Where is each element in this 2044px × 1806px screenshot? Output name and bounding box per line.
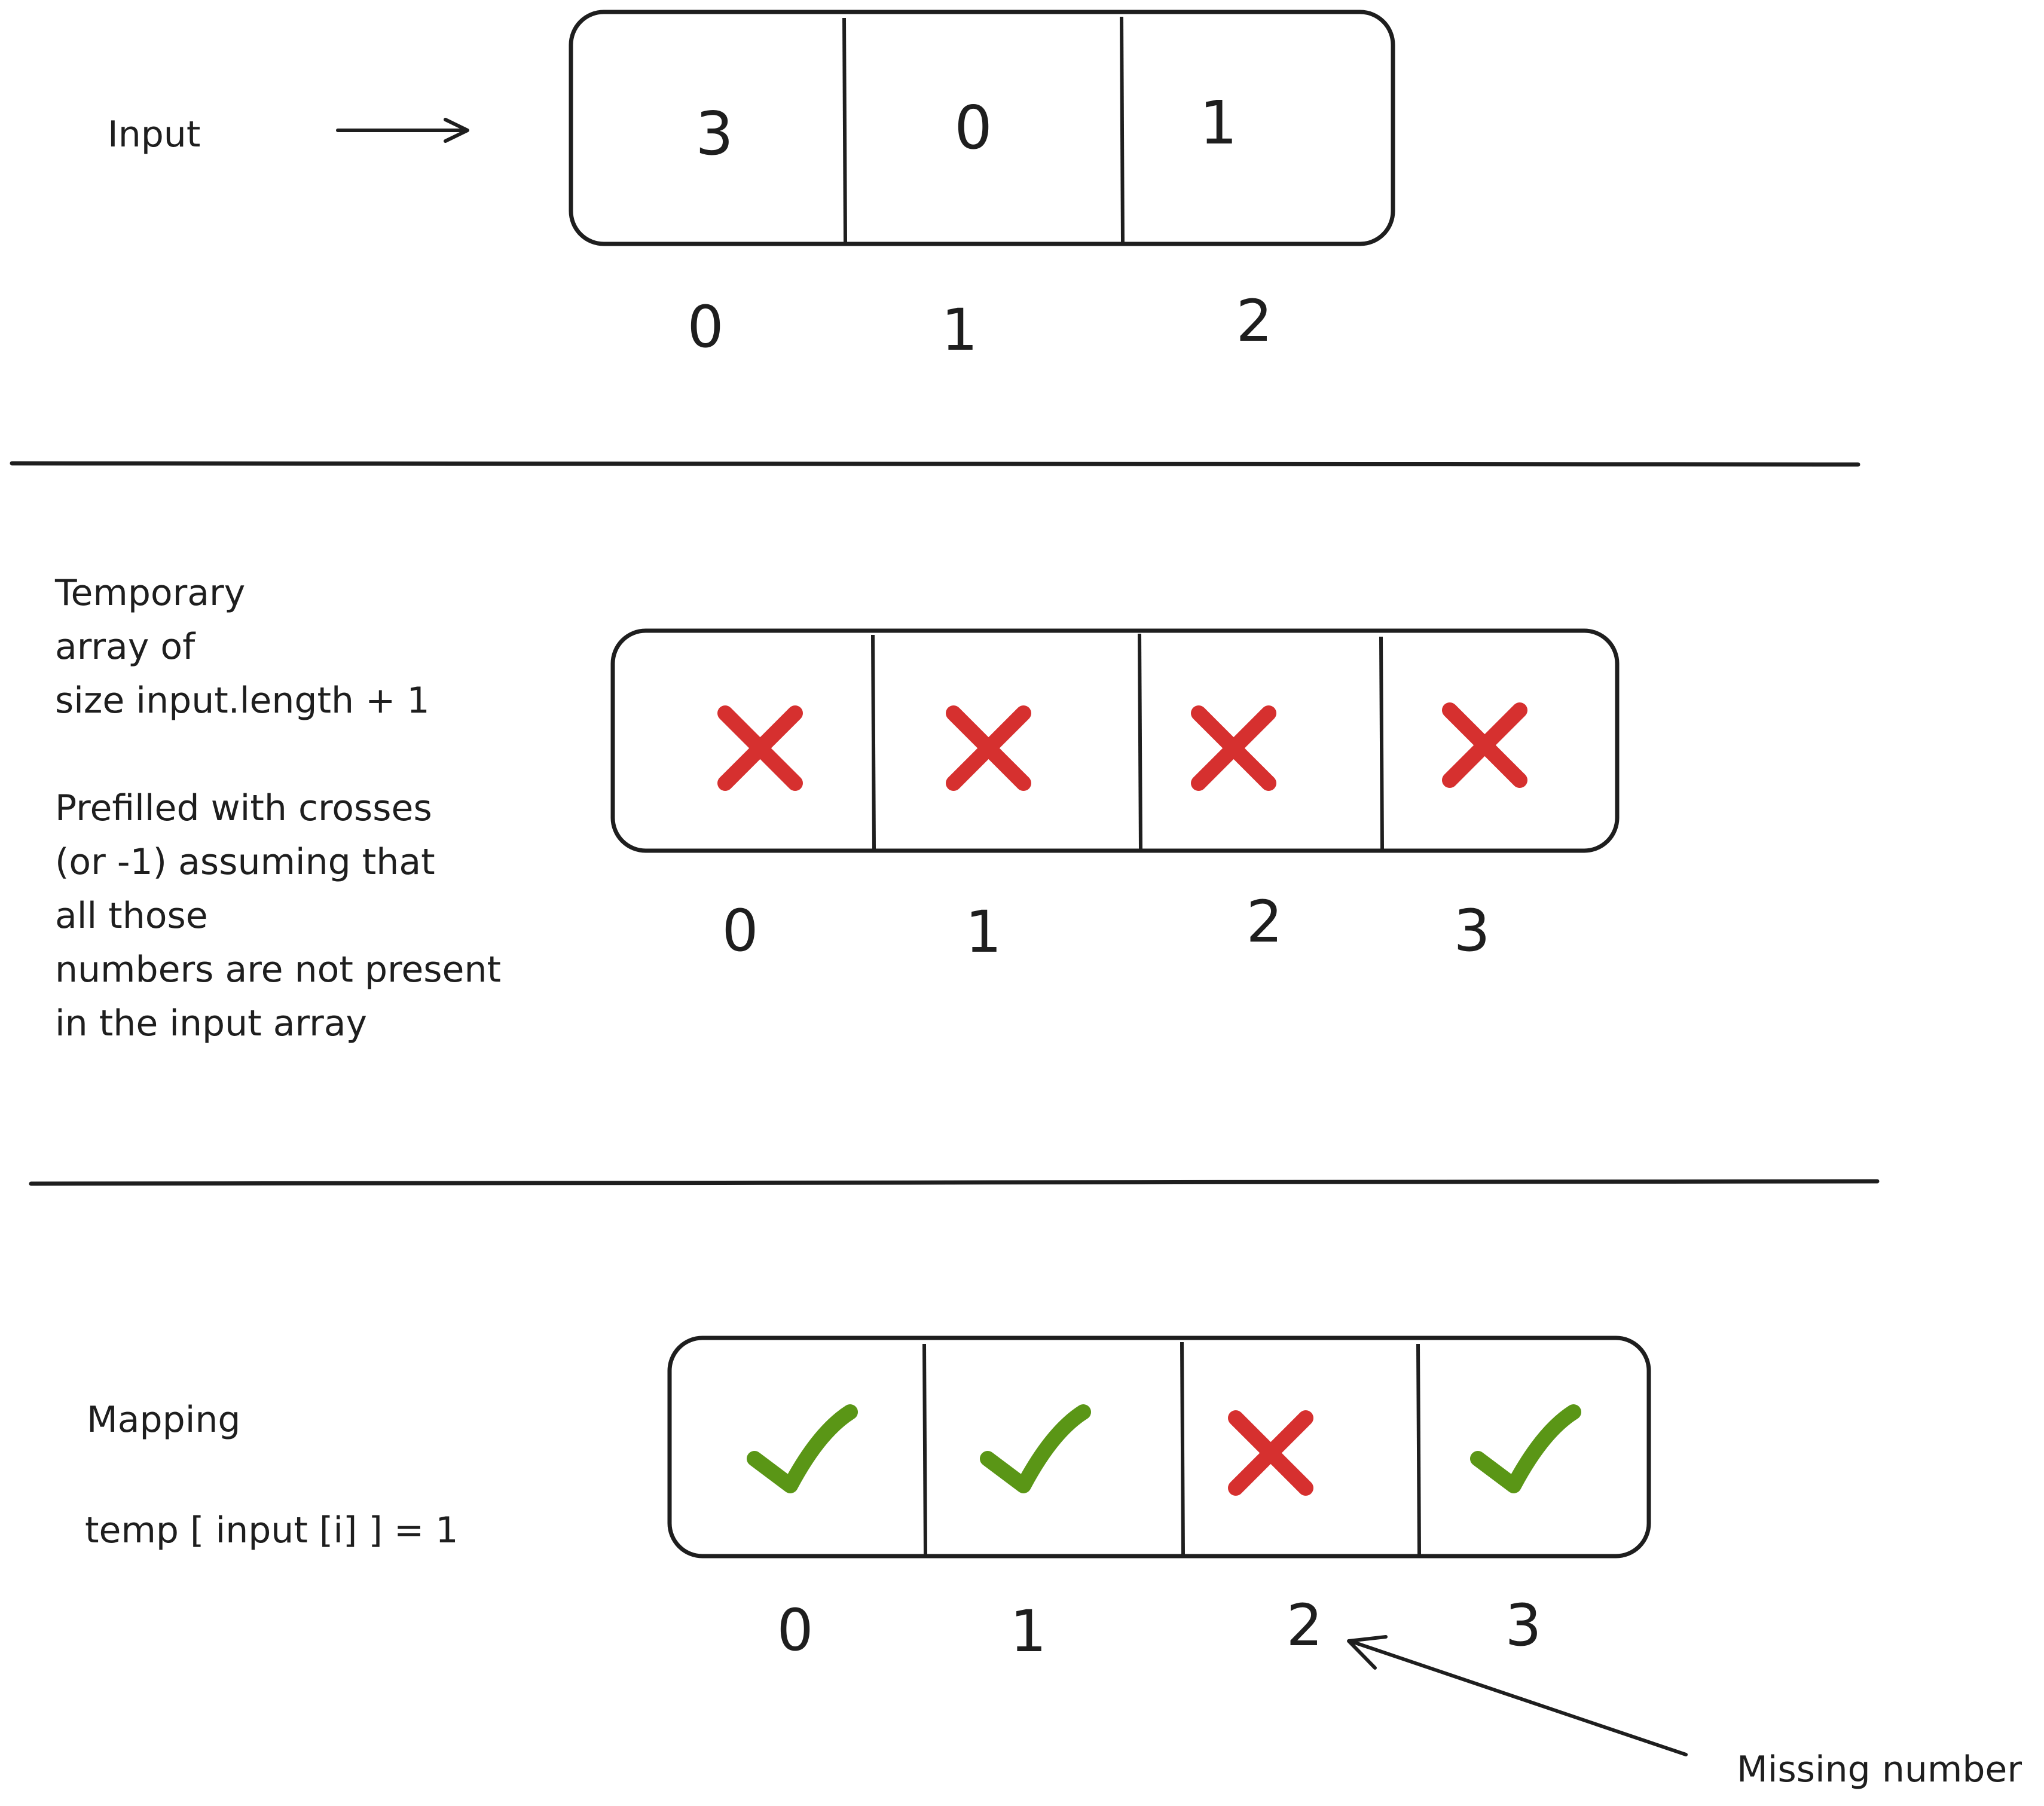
mapping-formula: temp [ input [i] ] = 1	[85, 1509, 459, 1551]
temp-index: 0	[722, 897, 758, 964]
temp-cell-divider	[1379, 636, 1384, 849]
check-icon	[747, 1404, 858, 1493]
temp-description-line: in the input array	[55, 1003, 367, 1044]
temp-cell-divider	[871, 634, 876, 849]
input-index: 1	[941, 297, 977, 363]
temp-description-line: Temporary	[54, 572, 245, 614]
input-label: Input	[108, 114, 200, 155]
temp-description-line: numbers are not present	[55, 949, 501, 991]
temp-description-line: (or -1) assuming that	[55, 841, 435, 883]
input-cell-divider	[842, 17, 847, 243]
input-cell-divider	[1120, 16, 1125, 243]
mapping-cell-divider	[922, 1343, 927, 1555]
section-divider	[29, 1179, 1880, 1186]
temp-description-line: array of	[55, 626, 196, 668]
mapping-index: 0	[777, 1597, 813, 1664]
cross-icon	[717, 705, 803, 791]
check-icon	[1470, 1404, 1581, 1493]
cross-icon	[1191, 705, 1276, 791]
mapping-cell-divider	[1416, 1343, 1421, 1555]
temp-description-line: size input.length + 1	[55, 680, 430, 722]
temp-cell-divider	[1138, 633, 1142, 849]
input-value: 0	[954, 93, 992, 163]
temp-index: 1	[965, 899, 1001, 965]
section-divider	[10, 461, 1860, 467]
temp-description-line: all those	[55, 895, 208, 937]
temp-description-line: Prefilled with crosses	[55, 787, 432, 829]
mapping-cell-divider	[1180, 1341, 1185, 1555]
missing-number-arrow	[1347, 1635, 1688, 1756]
mapping-index: 1	[1010, 1598, 1046, 1665]
mapping-index: 2	[1286, 1592, 1322, 1659]
check-icon	[980, 1404, 1091, 1493]
input-index: 0	[687, 294, 723, 360]
cross-icon	[1228, 1410, 1313, 1496]
temp-description: Temporary array of size input.length + 1…	[54, 572, 501, 1044]
input-arrow	[336, 118, 469, 143]
temp-index: 3	[1453, 897, 1490, 964]
cross-icon	[1442, 702, 1527, 788]
missing-number-annotation: Missing number	[1737, 1749, 2022, 1790]
cross-icon	[946, 705, 1031, 791]
mapping-label: Mapping	[87, 1399, 241, 1441]
input-array-box	[569, 10, 1395, 246]
input-index: 2	[1236, 288, 1272, 355]
mapping-array-box	[667, 1336, 1651, 1559]
temp-array-box	[610, 628, 1620, 853]
mapping-index: 3	[1505, 1592, 1541, 1659]
temp-index: 2	[1246, 888, 1282, 955]
input-value: 3	[695, 99, 734, 169]
input-value: 1	[1199, 88, 1238, 158]
